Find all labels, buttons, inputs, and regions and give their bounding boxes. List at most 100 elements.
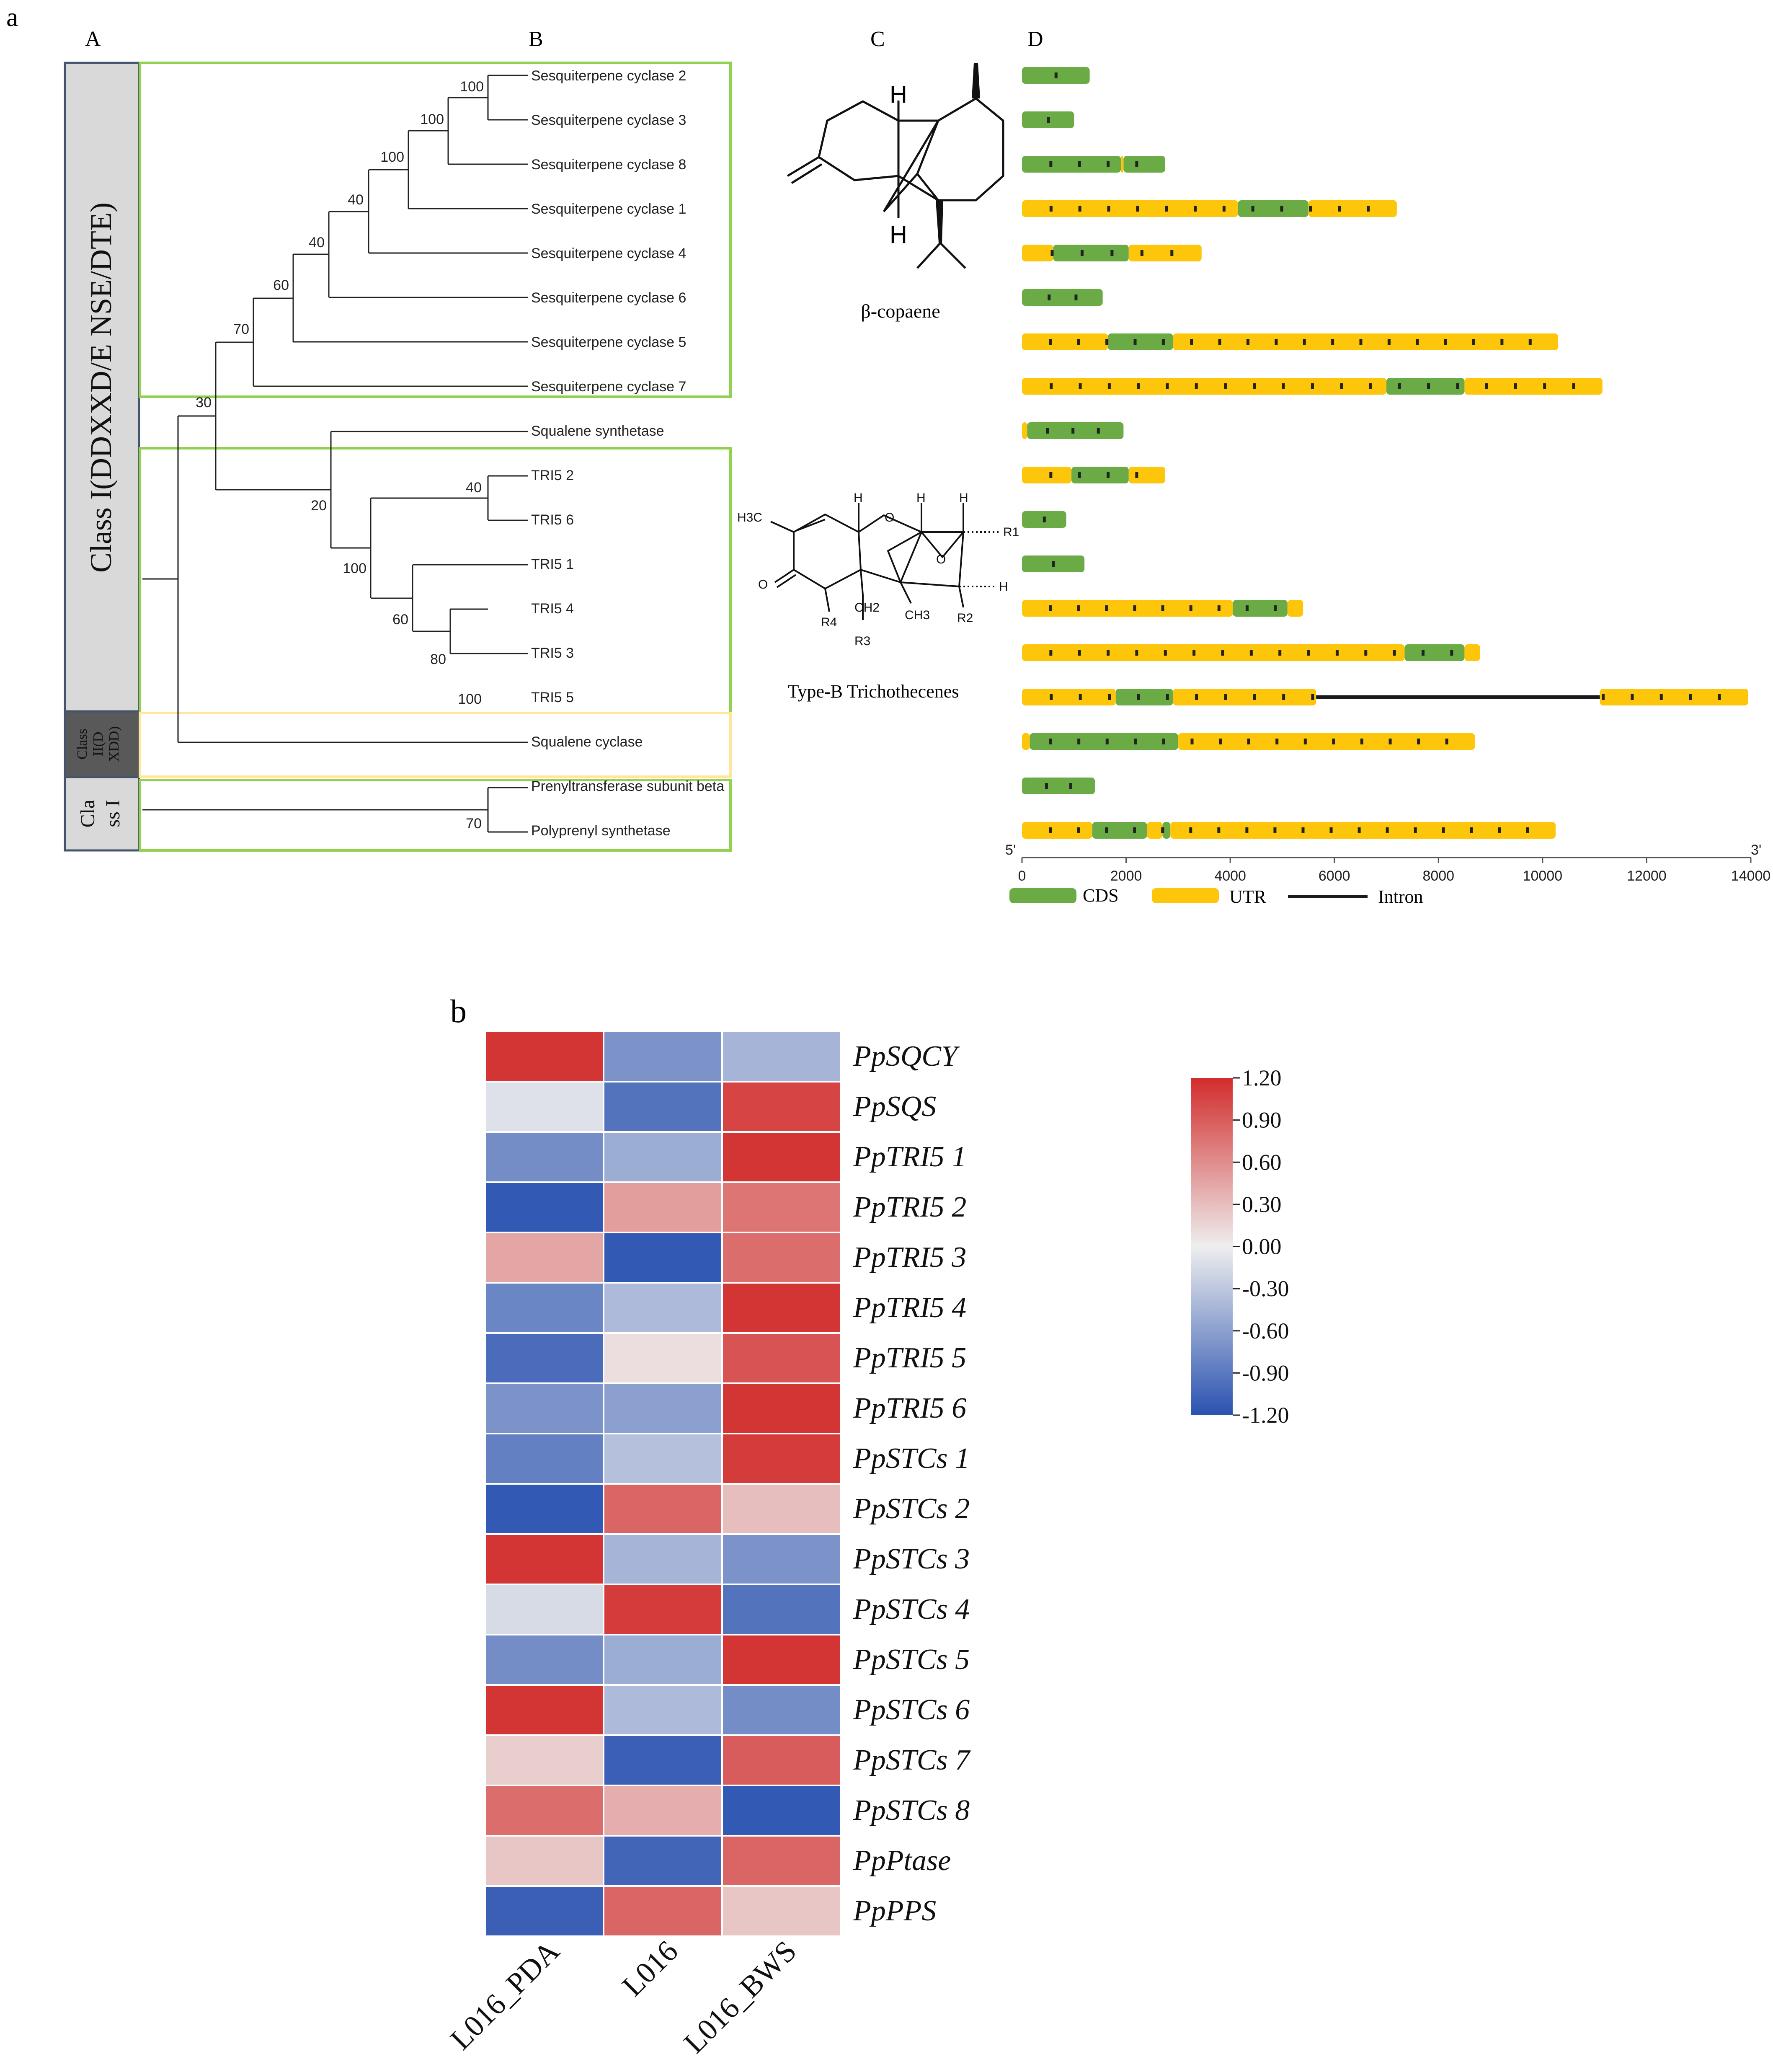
tree-leaf-label: Sesquiterpene cyclase 3 (531, 112, 686, 128)
cds-segment (1071, 467, 1129, 483)
intron-mark (1470, 827, 1473, 833)
heatmap-cell (603, 1081, 723, 1133)
intron-mark (1195, 694, 1198, 700)
heatmap-cell (603, 1433, 723, 1485)
heatmap-cell (721, 1081, 841, 1133)
atom-r3: R3 (854, 634, 870, 648)
gene-structure-row (1022, 156, 1165, 173)
axis-tick-label: 0 (1018, 868, 1026, 884)
intron-mark (1659, 694, 1663, 700)
legend-utr-label: UTR (1229, 886, 1267, 907)
heatmap-cell (484, 1533, 604, 1585)
intron-mark (1444, 339, 1447, 345)
tree-leaf-label: Sesquiterpene cyclase 6 (531, 290, 686, 306)
intron-mark (1528, 339, 1532, 345)
utr-segment (1022, 600, 1233, 617)
bootstrap-labels: 100 100 100 40 40 60 70 30 40 20 100 60 80 100 70 (196, 79, 484, 832)
column-label-a: A (85, 27, 101, 51)
intron-mark (1416, 339, 1419, 345)
utr-segment (1022, 245, 1053, 261)
heatmap-column-label: L016_PDA (444, 1934, 565, 2056)
intron-mark (1161, 339, 1165, 345)
colorbar-tick-label: -0.90 (1242, 1360, 1289, 1385)
legend-cds-swatch (1009, 888, 1076, 903)
utr-segment (1022, 467, 1072, 483)
gene-structure-row (1022, 511, 1066, 528)
heatmap-cell (603, 1382, 723, 1434)
intron-mark (1427, 383, 1430, 389)
intron-mark (1338, 206, 1341, 212)
intron-mark (1422, 650, 1425, 656)
intron-mark (1050, 250, 1054, 256)
tree-leaf-label: Squalene cyclase (531, 734, 643, 750)
intron-mark (1137, 694, 1140, 700)
intron-mark (1110, 250, 1114, 256)
axis-3-prime: 3' (1751, 842, 1761, 858)
heatmap-row-label: PpTRI5 4 (853, 1292, 966, 1324)
intron-mark (1078, 650, 1081, 656)
intron-mark (1108, 694, 1111, 700)
cds-segment (1030, 733, 1178, 750)
heatmap-cell (721, 1785, 841, 1837)
heatmap-cell (603, 1734, 723, 1786)
intron-mark (1192, 650, 1196, 656)
axis-tick-label: 6000 (1319, 868, 1350, 884)
utr-segment (1308, 200, 1397, 217)
intron-mark (1054, 72, 1058, 78)
trichothecene-ring-a (793, 514, 862, 589)
heatmap-cell (603, 1684, 723, 1736)
axis-tick-label: 4000 (1214, 868, 1246, 884)
intron-mark (1301, 827, 1305, 833)
intron-mark (1500, 339, 1504, 345)
heatmap-cell (721, 1533, 841, 1585)
intron-mark (1253, 383, 1256, 389)
intron-mark (1472, 339, 1476, 345)
heatmap-row-label: PpSTCs 4 (853, 1593, 970, 1625)
heatmap-cell (603, 1282, 723, 1334)
heatmap-cell (721, 1734, 841, 1786)
class-i-terpene-label: Class I(DDXXD/E NSE/DTE) (84, 202, 118, 573)
intron-mark (1414, 827, 1417, 833)
tree-branch (408, 130, 528, 209)
intron-mark (1049, 339, 1052, 345)
intron-mark (1107, 206, 1110, 212)
intron-mark (1514, 383, 1517, 389)
class-i-terpene-box (64, 62, 140, 713)
intron-mark (1105, 339, 1109, 345)
axis-tick-label: 12000 (1627, 868, 1667, 884)
intron-mark (1164, 650, 1167, 656)
intron-mark (1166, 694, 1169, 700)
intron-mark (1273, 827, 1277, 833)
intron-mark (1078, 161, 1081, 167)
tree-leaf-labels: Sesquiterpene cyclase 2 Sesquiterpene cyc… (531, 68, 724, 839)
tree-branch (487, 75, 528, 121)
bootstrap-value: 100 (420, 111, 444, 127)
heatmap-cell (721, 1835, 841, 1887)
utr-segment (1464, 644, 1480, 661)
intron-mark (1166, 383, 1169, 389)
utr-segment (1464, 378, 1603, 395)
legend-utr-swatch (1152, 888, 1219, 903)
heatmap-column-label: L016_BWS (677, 1934, 803, 2060)
heatmap-row-label: PpSTCs 7 (853, 1744, 971, 1776)
utr-segment (1600, 689, 1748, 705)
gene-structure-row (1022, 422, 1124, 439)
trichothecene-epoxide (921, 531, 964, 558)
heatmap-cell (721, 1232, 841, 1284)
class-ii-label: Class II(D XDD) (75, 726, 122, 762)
bootstrap-value: 100 (460, 79, 484, 95)
intron-mark (1456, 383, 1459, 389)
gene-axis: 5' 3' 0 2000 4000 6000 8000 10000 12000 14000 (1005, 842, 1770, 884)
heatmap-cell (603, 1181, 723, 1233)
gene-structure-row (1022, 689, 1748, 705)
heatmap-row-label: PpSTCs 2 (853, 1493, 970, 1525)
intron-mark (1165, 206, 1168, 212)
heatmap-row-label: PpTRI5 2 (853, 1191, 966, 1223)
heatmap-cell (484, 1382, 604, 1434)
intron-mark (1047, 117, 1050, 123)
utr-segment (1022, 733, 1030, 750)
heatmap-cell (721, 1131, 841, 1183)
gene-structure-row (1022, 600, 1303, 617)
